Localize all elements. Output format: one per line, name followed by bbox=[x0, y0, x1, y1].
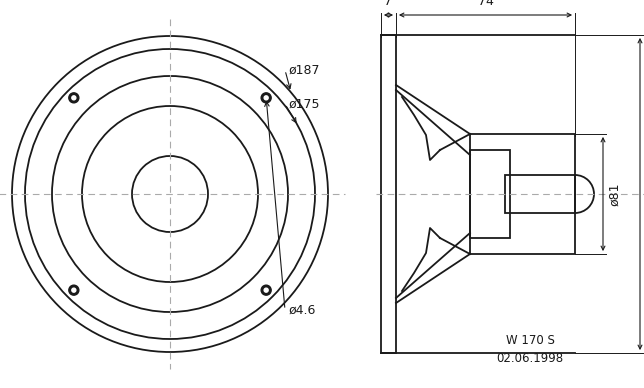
Text: ø187: ø187 bbox=[289, 64, 321, 76]
Circle shape bbox=[261, 285, 271, 295]
Circle shape bbox=[72, 96, 76, 100]
Circle shape bbox=[264, 96, 268, 100]
Text: 02.06.1998: 02.06.1998 bbox=[497, 352, 564, 364]
Text: 74: 74 bbox=[478, 0, 493, 8]
Text: 7: 7 bbox=[384, 0, 392, 8]
Circle shape bbox=[69, 93, 79, 103]
Circle shape bbox=[72, 288, 76, 292]
Text: ø4.6: ø4.6 bbox=[289, 303, 316, 317]
Text: ø175: ø175 bbox=[289, 97, 321, 111]
Circle shape bbox=[264, 288, 268, 292]
Bar bbox=[381, 35, 396, 353]
Bar bbox=[470, 150, 510, 238]
Circle shape bbox=[69, 285, 79, 295]
Circle shape bbox=[261, 93, 271, 103]
Bar bbox=[505, 175, 575, 213]
Text: W 170 S: W 170 S bbox=[506, 334, 554, 346]
Text: ø81: ø81 bbox=[608, 182, 621, 206]
Bar bbox=[470, 134, 575, 254]
